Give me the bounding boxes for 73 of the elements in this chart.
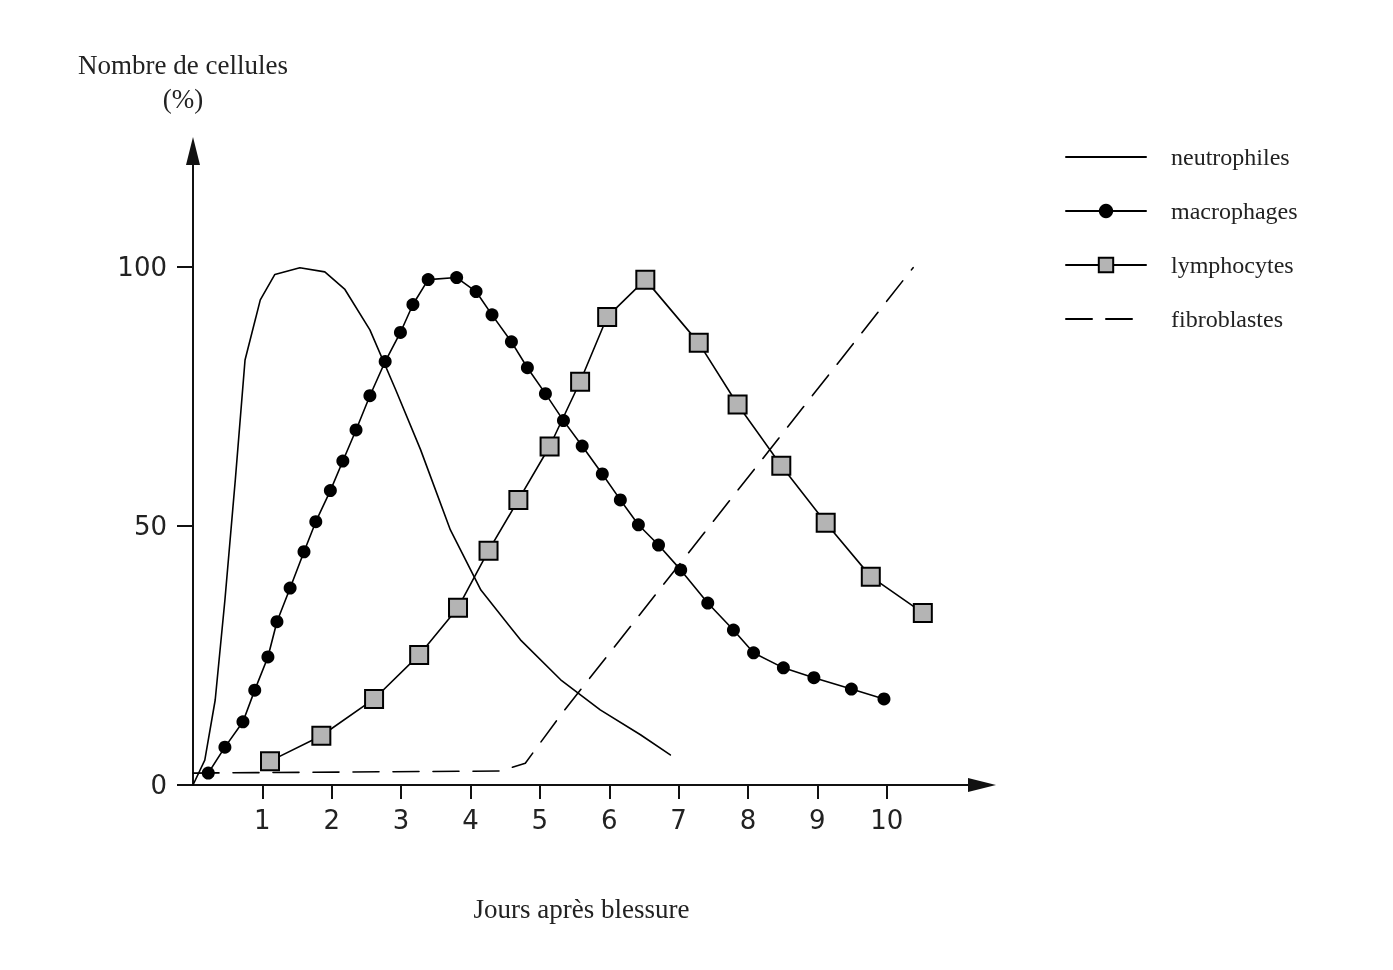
- legend-label: neutrophiles: [1171, 144, 1290, 170]
- point: [485, 308, 499, 322]
- point: [393, 326, 407, 339]
- point: [556, 414, 570, 428]
- point: [450, 271, 464, 285]
- point: [595, 467, 609, 481]
- point: [469, 285, 483, 299]
- point: [701, 596, 715, 610]
- point: [311, 725, 332, 746]
- point: [336, 454, 350, 468]
- point: [378, 355, 392, 369]
- point: [877, 692, 891, 706]
- point: [807, 671, 821, 685]
- x-tick-label: 2: [323, 805, 341, 835]
- legend-label: lymphocytes: [1171, 252, 1294, 278]
- y-tick-label: 50: [133, 510, 167, 541]
- y-tick-label: 100: [117, 251, 167, 282]
- point: [363, 389, 377, 403]
- x-axis-title: Jours après blessure: [473, 893, 690, 924]
- legend-label: macrophages: [1171, 198, 1298, 224]
- x-tick-label: 3: [392, 805, 410, 835]
- point: [409, 644, 430, 665]
- point: [844, 682, 858, 696]
- point: [771, 455, 792, 476]
- x-tick-label: 1: [254, 805, 271, 835]
- point: [248, 683, 262, 697]
- point: [776, 661, 790, 675]
- point: [674, 563, 688, 577]
- point: [860, 566, 881, 587]
- point: [815, 512, 836, 533]
- point: [309, 515, 323, 529]
- point: [297, 545, 311, 559]
- point: [570, 371, 591, 392]
- x-tick-label: 4: [462, 805, 479, 835]
- x-tick-label: 9: [809, 805, 826, 835]
- point: [201, 766, 215, 780]
- point: [323, 484, 337, 498]
- y-axis-title: Nombre de cellules (%): [78, 50, 288, 114]
- point: [261, 650, 275, 664]
- point: [597, 306, 618, 327]
- point: [726, 623, 740, 637]
- point: [652, 538, 666, 552]
- point: [508, 489, 529, 510]
- point: [912, 602, 933, 623]
- point: [727, 394, 748, 415]
- point: [688, 332, 709, 353]
- point: [349, 423, 363, 437]
- x-tick-label: 5: [531, 805, 549, 835]
- point: [364, 688, 385, 709]
- legend-label: fibroblastes: [1171, 306, 1283, 332]
- x-tick-label: 8: [739, 805, 757, 835]
- point: [421, 273, 435, 287]
- point: [270, 615, 284, 629]
- point: [520, 361, 534, 375]
- point: [613, 493, 627, 507]
- point: [631, 518, 645, 532]
- x-tick-label: 10: [870, 805, 904, 835]
- point: [448, 597, 469, 618]
- point: [406, 298, 420, 311]
- point: [747, 646, 761, 660]
- point: [539, 436, 560, 457]
- point: [575, 439, 589, 453]
- point: [635, 269, 656, 290]
- point: [504, 335, 518, 349]
- point: [478, 540, 499, 561]
- point: [236, 715, 250, 729]
- y-tick-label: 0: [150, 770, 167, 800]
- x-tick-label: 7: [670, 805, 687, 835]
- x-tick-label: 6: [600, 805, 618, 835]
- point: [218, 740, 232, 754]
- point: [260, 751, 281, 772]
- point: [538, 387, 552, 401]
- point: [283, 581, 297, 595]
